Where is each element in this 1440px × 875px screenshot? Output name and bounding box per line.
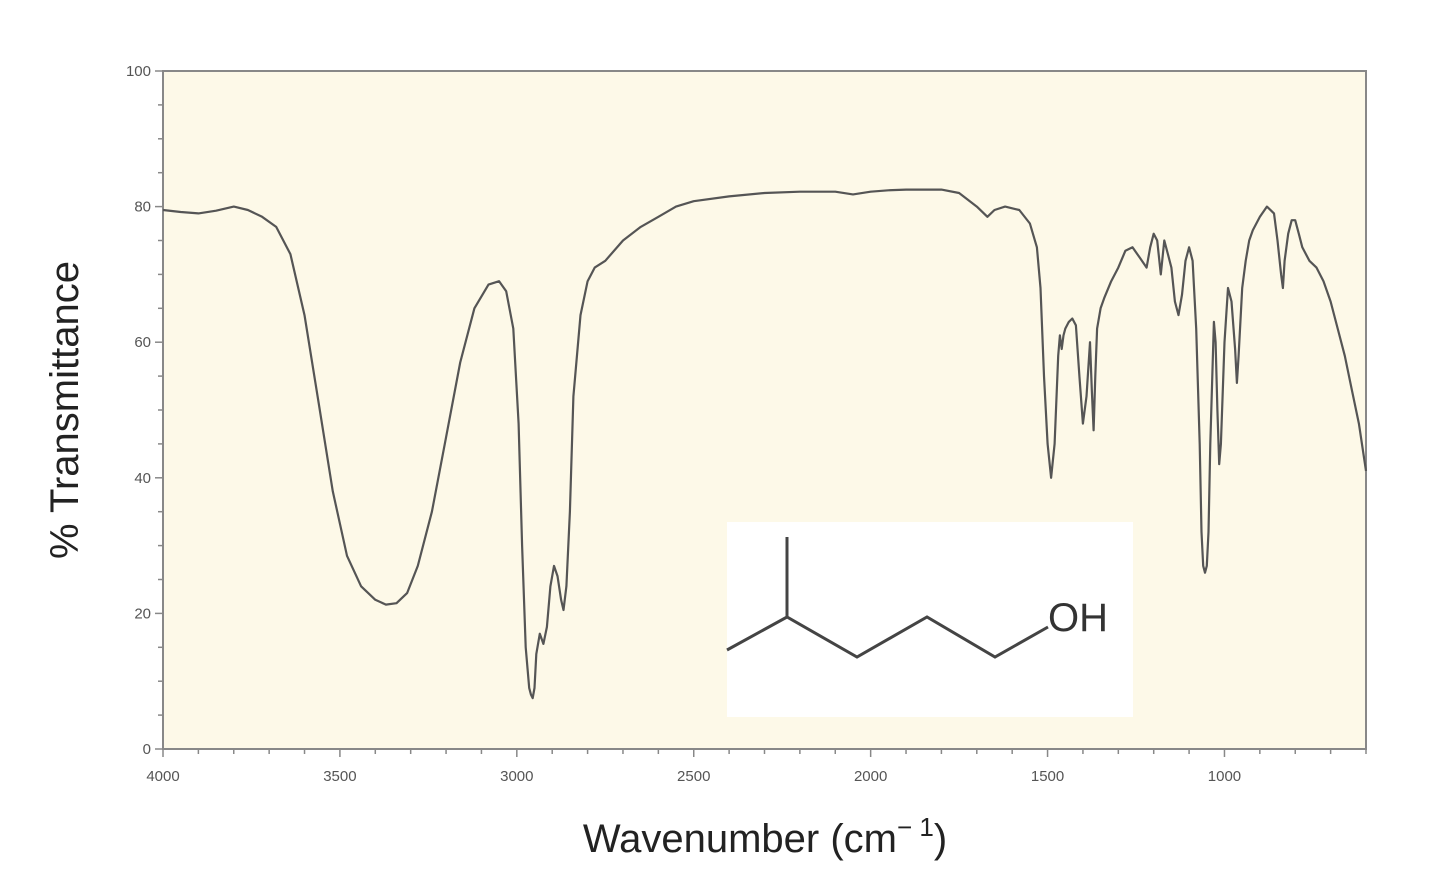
x-tick-label: 4000 xyxy=(146,768,179,785)
x-tick-label: 3500 xyxy=(323,768,356,785)
y-tick-label: 100 xyxy=(126,63,151,80)
x-tick-label: 2000 xyxy=(854,768,887,785)
y-axis-title: % Transmittance xyxy=(43,261,87,559)
y-tick-label: 0 xyxy=(143,741,151,758)
x-tick-label: 1500 xyxy=(1031,768,1064,785)
y-tick-label: 80 xyxy=(134,199,151,216)
molecule-oh-label: OH xyxy=(1048,596,1108,640)
x-tick-label: 1000 xyxy=(1208,768,1241,785)
x-axis: 4000 3500 3000 2500 2000 1500 1000 xyxy=(146,749,1367,785)
x-tick-label: 2500 xyxy=(677,768,710,785)
x-tick-label: 3000 xyxy=(500,768,533,785)
series-line-transmittance xyxy=(162,188,1368,700)
y-tick-label: 40 xyxy=(134,470,151,487)
x-axis-title: Wavenumber (cm− 1) xyxy=(583,812,947,861)
y-tick-label: 20 xyxy=(134,605,151,622)
molecule-structure-inset: OH xyxy=(726,522,1133,717)
y-axis: 0 20 40 60 80 100 xyxy=(126,63,163,758)
molecule-skeleton xyxy=(726,615,1049,659)
y-tick-label: 60 xyxy=(134,334,151,351)
